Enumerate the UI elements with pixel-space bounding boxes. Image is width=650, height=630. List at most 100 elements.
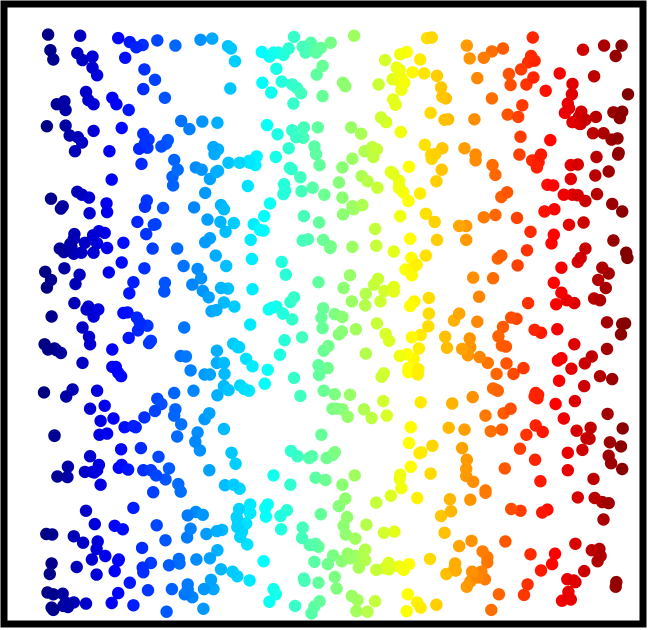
scatter-point [76, 536, 90, 549]
scatter-point [387, 93, 400, 106]
scatter-point [295, 185, 308, 198]
scatter-point [102, 266, 116, 279]
scatter-point [513, 148, 526, 161]
scatter-point [123, 576, 136, 589]
scatter-point [418, 67, 431, 80]
scatter-point [321, 361, 334, 375]
scatter-point [146, 242, 159, 255]
scatter-point [312, 359, 325, 372]
scatter-point [151, 34, 164, 47]
scatter-point [256, 76, 269, 89]
scatter-point [547, 228, 560, 241]
scatter-point [567, 574, 580, 587]
scatter-point [218, 367, 231, 381]
scatter-point [550, 298, 563, 311]
scatter-point [502, 67, 516, 81]
scatter-point [181, 509, 194, 522]
scatter-point [61, 460, 75, 473]
scatter-point [238, 382, 251, 396]
scatter-point [375, 370, 388, 383]
scatter-point [58, 262, 71, 275]
scatter-point [117, 236, 130, 249]
scatter-point [557, 188, 570, 201]
scatter-point [267, 469, 280, 482]
scatter-point [371, 181, 384, 194]
scatter-point [584, 421, 597, 434]
scatter-point [413, 187, 427, 200]
scatter-point [217, 422, 231, 436]
scatter-point [332, 176, 346, 189]
scatter-point [524, 225, 537, 238]
scatter-point [68, 145, 82, 158]
scatter-point [183, 122, 196, 136]
scatter-point [119, 51, 132, 64]
scatter-point [548, 203, 561, 216]
scatter-point [504, 402, 517, 415]
scatter-point [61, 600, 75, 614]
scatter-point [324, 36, 337, 49]
scatter-point [294, 87, 308, 100]
scatter-point [517, 361, 530, 375]
scatter-point [489, 208, 502, 222]
scatter-point [108, 564, 121, 578]
scatter-point [152, 450, 165, 463]
scatter-point [122, 103, 135, 117]
scatter-point [173, 557, 186, 570]
scatter-point [178, 321, 191, 334]
scatter-point [287, 291, 301, 304]
scatter-point [210, 303, 223, 317]
scatter-point [485, 92, 499, 105]
scatter-point [187, 384, 200, 397]
scatter-point [477, 51, 490, 64]
scatter-point [597, 513, 610, 526]
scatter-point [534, 475, 547, 488]
scatter-point [424, 106, 437, 120]
scatter-point [46, 528, 59, 541]
scatter-point [203, 407, 216, 420]
scatter-point [549, 397, 562, 411]
scatter-point [90, 542, 103, 556]
scatter-point [521, 578, 534, 591]
scatter-point [74, 29, 87, 42]
scatter-point [604, 457, 618, 470]
scatter-point [211, 389, 224, 402]
scatter-point [606, 197, 619, 211]
scatter-point [48, 429, 61, 442]
scatter-point [199, 186, 212, 200]
scatter-point [73, 268, 86, 281]
scatter-point [269, 150, 282, 164]
scatter-point [40, 120, 54, 133]
scatter-point [621, 251, 634, 265]
scatter-point [296, 234, 309, 247]
scatter-point [349, 532, 362, 545]
scatter-point [599, 281, 612, 295]
scatter-point [616, 462, 629, 476]
scatter-point [75, 136, 89, 149]
scatter-point [297, 209, 311, 223]
scatter-point [602, 165, 615, 178]
scatter-point [569, 537, 582, 550]
scatter-point [378, 284, 391, 298]
scatter-point [197, 582, 211, 596]
scatter-point [463, 332, 476, 345]
scatter-point [601, 407, 614, 421]
scatter-point [203, 464, 216, 477]
scatter-point [203, 552, 217, 565]
scatter-point [446, 397, 459, 410]
scatter-point [90, 384, 104, 397]
scatter-point [370, 496, 383, 509]
scatter-point [127, 599, 140, 612]
scatter-point [536, 506, 549, 519]
scatter-point [374, 295, 387, 308]
scatter-point [286, 78, 299, 91]
scatter-point [593, 370, 607, 383]
scatter-point [495, 423, 509, 436]
scatter-point [486, 158, 499, 172]
scatter-point [392, 179, 406, 193]
scatter-point [121, 463, 135, 476]
scatter-point [365, 411, 378, 425]
scatter-point [534, 564, 548, 577]
scatter-point [234, 530, 247, 544]
scatter-point [394, 209, 407, 223]
